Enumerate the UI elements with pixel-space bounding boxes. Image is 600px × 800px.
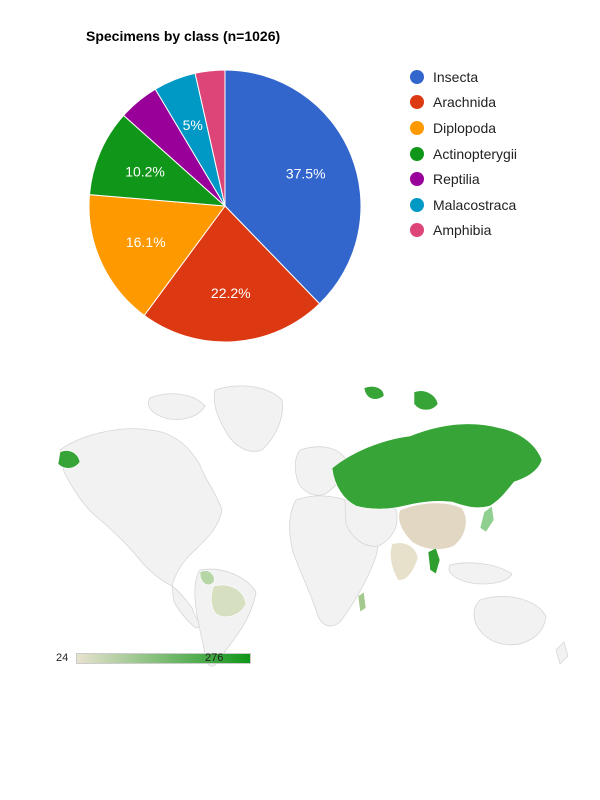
legend-swatch <box>410 95 424 110</box>
land-europe <box>294 446 346 496</box>
region-russia <box>331 423 543 510</box>
region-india <box>390 542 419 581</box>
region-south-america-shaded <box>210 584 247 617</box>
legend-swatch <box>410 223 424 238</box>
legend-item: Amphibia <box>410 218 517 244</box>
pie-chart: Specimens by class (n=1026) 37.5% 22.2% 16… <box>0 0 600 360</box>
legend-swatch <box>410 172 424 187</box>
region-colombia <box>199 570 215 585</box>
legend-item: Diplopoda <box>410 115 517 141</box>
color-scale-min: 24 <box>56 652 69 664</box>
chart-title: Specimens by class (n=1026) <box>86 28 281 44</box>
land-sea-islands <box>448 562 513 585</box>
pie-svg: 37.5% 22.2% 16.1% 10.2% 5% <box>88 69 362 343</box>
region-japan <box>479 505 495 533</box>
pie-data-label: 22.2% <box>211 285 251 301</box>
region-alaska <box>57 450 81 469</box>
legend-item: Insecta <box>410 64 517 90</box>
legend-item: Arachnida <box>410 90 517 116</box>
legend-swatch <box>410 197 424 212</box>
legend-label: Insecta <box>433 68 479 85</box>
legend-label: Diplopoda <box>433 119 497 136</box>
map-svg <box>57 385 569 667</box>
color-scale-bar <box>76 653 251 664</box>
land-arctic-islands <box>148 393 206 420</box>
legend-label: Reptilia <box>433 171 480 188</box>
pie-data-label: 37.5% <box>286 165 326 181</box>
land-north-america <box>59 428 223 587</box>
legend-label: Arachnida <box>433 94 497 111</box>
color-scale-max: 276 <box>205 652 224 664</box>
region-russia-islands-2 <box>363 386 385 400</box>
pie-slice-amphibia <box>194 69 226 207</box>
region-thailand <box>427 547 441 575</box>
legend-swatch <box>410 146 424 161</box>
land-greenland <box>213 385 283 452</box>
pie-slice-actinopterygii <box>88 114 227 207</box>
pie-slice-insecta <box>224 69 362 305</box>
legend-swatch <box>410 69 424 84</box>
legend-label: Amphibia <box>433 222 492 239</box>
pie-slice-diplopoda <box>88 194 226 317</box>
pie-data-label: 10.2% <box>125 164 165 180</box>
land-new-zealand <box>555 641 569 665</box>
legend-item: Malacostraca <box>410 192 517 218</box>
land-base <box>59 385 569 667</box>
legend: Insecta Arachnida Diplopoda Actinopterygii R… <box>410 64 517 243</box>
legend-label: Actinopterygii <box>433 145 518 162</box>
pie-data-label: 5% <box>183 117 203 133</box>
pie-slice-arachnida <box>143 205 321 343</box>
region-madagascar <box>357 591 367 613</box>
shaded-regions <box>57 386 543 617</box>
legend-label: Malacostraca <box>433 196 517 213</box>
pie-data-label: 16.1% <box>126 234 166 250</box>
legend-item: Actinopterygii <box>410 141 517 167</box>
world-map <box>0 360 600 680</box>
color-scale: 24 276 <box>56 651 251 667</box>
region-russia-islands <box>413 390 439 411</box>
land-australia <box>473 596 547 646</box>
region-china <box>398 502 467 550</box>
legend-swatch <box>410 120 424 135</box>
legend-item: Reptilia <box>410 166 517 192</box>
